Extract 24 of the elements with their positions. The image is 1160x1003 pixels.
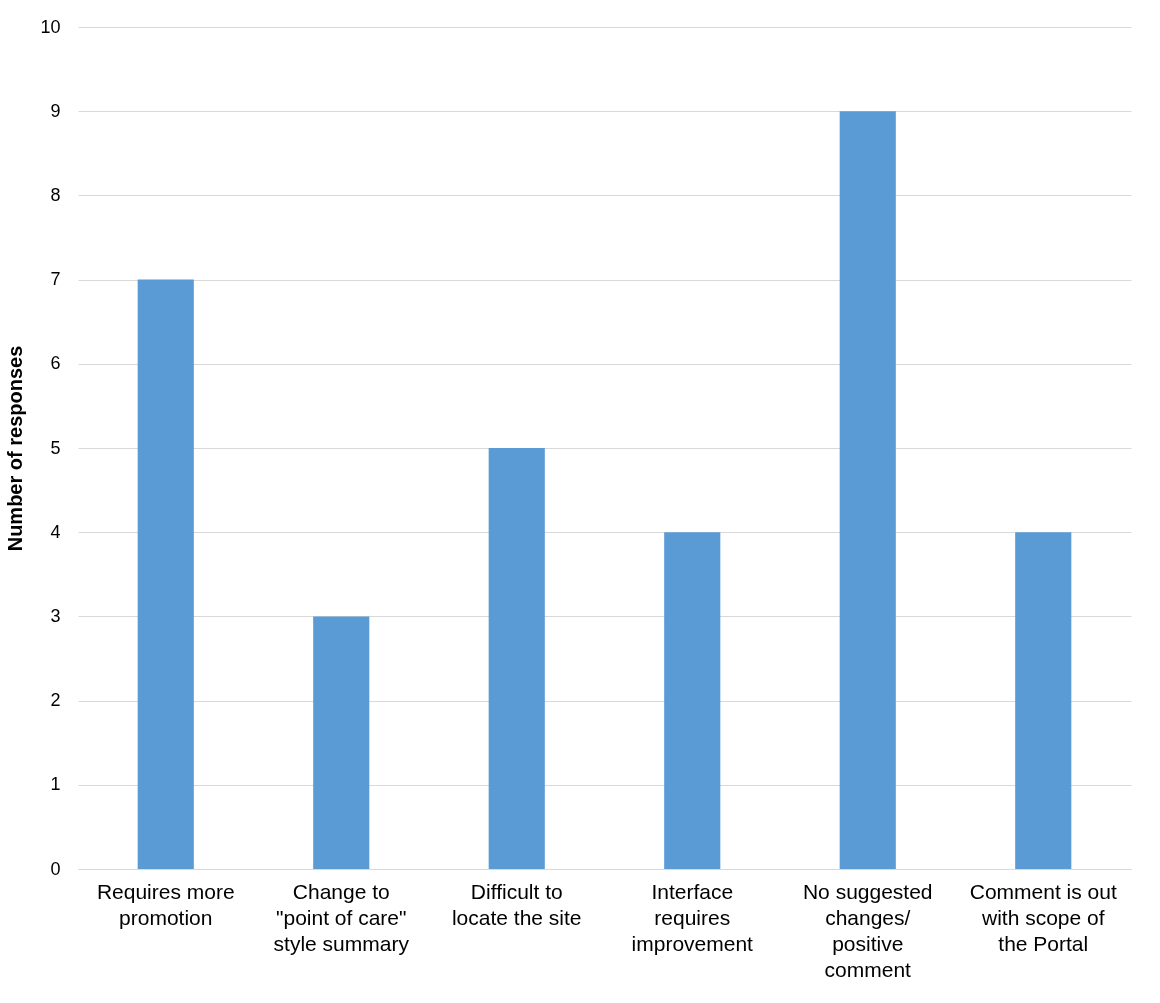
y-tick-label: 6: [50, 353, 61, 374]
x-tick-label: Comment is out with scope of the Portal: [969, 879, 1117, 955]
bar: [664, 532, 721, 869]
y-axis-title: Number of responses: [4, 345, 27, 552]
x-tick-label: Requires more promotion: [96, 879, 235, 929]
y-tick-label: 4: [50, 521, 61, 542]
y-tick-label: 7: [50, 269, 61, 290]
x-tick-label: No suggested changes/ positive comment: [802, 879, 933, 981]
x-tick-label: Interface requires improvement: [631, 879, 754, 955]
y-tick-label: 3: [50, 605, 61, 626]
x-tick-label: Difficult to locate the site: [451, 879, 582, 929]
y-tick-label: 9: [50, 100, 61, 121]
bar: [488, 448, 545, 869]
x-tick-label: Change to "point of care" style summary: [273, 879, 410, 955]
y-tick-label: 0: [50, 858, 61, 879]
y-tick-label: 8: [50, 184, 61, 205]
bar: [1015, 532, 1072, 869]
y-tick-label: 5: [50, 437, 61, 458]
y-tick-label: 10: [40, 16, 61, 37]
y-tick-label: 2: [50, 690, 61, 711]
y-tick-label: 1: [50, 774, 61, 795]
bar: [313, 616, 370, 869]
bar: [137, 279, 194, 869]
bar: [839, 111, 896, 869]
